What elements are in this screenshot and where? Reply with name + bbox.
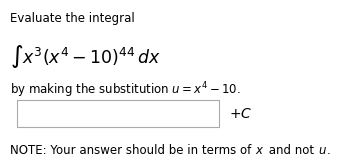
Text: NOTE: Your answer should be in terms of: NOTE: Your answer should be in terms of <box>10 144 255 157</box>
Text: .: . <box>327 144 330 157</box>
Text: $x$: $x$ <box>255 144 265 157</box>
Text: $+ C$: $+ C$ <box>229 107 252 121</box>
Text: $\int x^3(x^4 - 10)^{44}\,dx$: $\int x^3(x^4 - 10)^{44}\,dx$ <box>10 43 161 70</box>
Text: and not: and not <box>265 144 318 157</box>
Text: by making the substitution $u = x^4 - 10.$: by making the substitution $u = x^4 - 10… <box>10 80 241 100</box>
FancyBboxPatch shape <box>17 100 219 127</box>
Text: Evaluate the integral: Evaluate the integral <box>10 12 135 25</box>
Text: $u$: $u$ <box>318 144 327 157</box>
